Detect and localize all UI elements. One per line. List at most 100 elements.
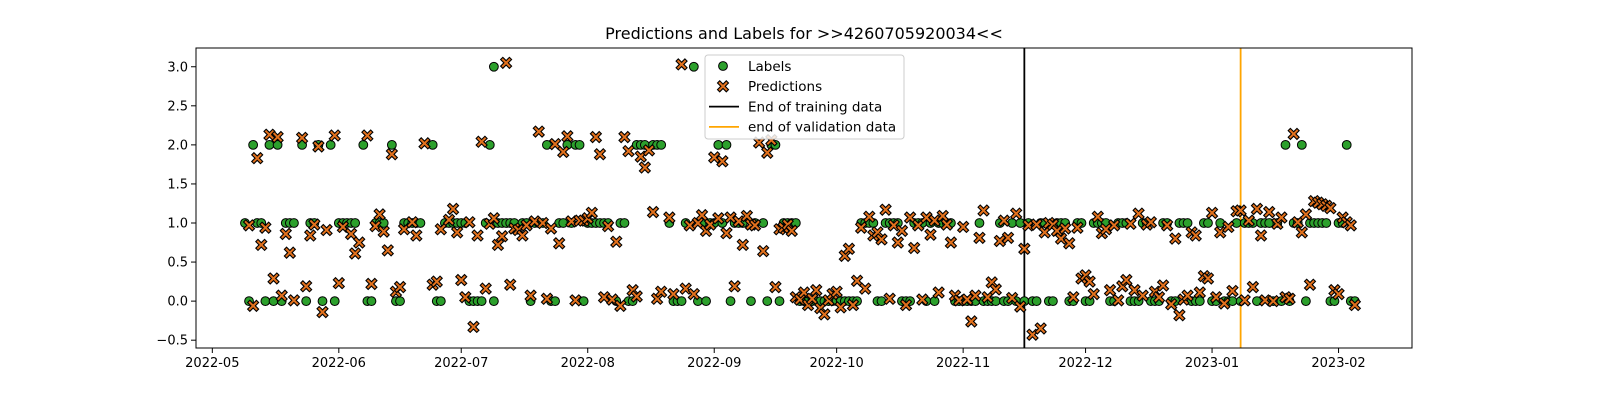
prediction-point-fill <box>260 222 271 233</box>
prediction-point-fill <box>1264 207 1274 217</box>
prediction-point-fill <box>897 226 907 236</box>
prediction-point-fill <box>476 137 487 147</box>
prediction-point-fill <box>1239 295 1250 306</box>
prediction-point-fill <box>505 280 515 290</box>
x-tick-label: 2022-10 <box>809 356 863 371</box>
prediction-point-fill <box>350 248 360 259</box>
label-point <box>1280 139 1291 150</box>
prediction-point-fill <box>1350 300 1360 310</box>
prediction-point-fill <box>354 237 364 248</box>
prediction-point-fill <box>1068 292 1079 302</box>
prediction-point-fill <box>664 212 675 223</box>
prediction-point-fill <box>631 291 642 302</box>
prediction-point-fill <box>1162 220 1172 231</box>
prediction-point-fill <box>713 213 724 224</box>
prediction-point-fill <box>587 208 597 218</box>
prediction-point-fill <box>913 220 923 231</box>
prediction-point-fill <box>807 294 817 304</box>
label-point <box>488 61 499 72</box>
prediction-point-fill <box>464 217 475 227</box>
prediction-point-fill <box>623 146 634 156</box>
prediction-point-fill <box>1064 238 1074 249</box>
prediction-point-fill <box>1035 323 1046 334</box>
prediction-point-fill <box>1093 212 1103 222</box>
prediction-point-fill <box>456 275 466 285</box>
legend-item-end-of-validation: end of validation data <box>709 120 896 136</box>
prediction-point-fill <box>770 282 781 292</box>
chart-title: Predictions and Labels for >>42607059200… <box>605 24 1003 43</box>
label-point <box>1252 296 1262 307</box>
y-tick-label: −0.5 <box>156 334 188 349</box>
prediction-point-fill <box>644 145 654 156</box>
plot-area <box>240 48 1362 348</box>
prediction-point-fill <box>856 222 866 233</box>
prediction-point-fill <box>419 138 430 149</box>
label-point <box>558 218 569 228</box>
prediction-point-fill <box>1113 295 1123 306</box>
prediction-point-fill <box>1227 286 1238 296</box>
prediction-point-fill <box>595 149 605 159</box>
prediction-point-fill <box>248 301 258 311</box>
x-tick-label: 2022-11 <box>936 356 990 371</box>
prediction-point-fill <box>562 131 573 141</box>
legend-item-predictions: Predictions <box>716 79 822 95</box>
label-point <box>1341 139 1352 150</box>
prediction-point-fill <box>974 233 985 243</box>
prediction-point-fill <box>521 220 532 231</box>
prediction-point-fill <box>281 229 291 239</box>
label-point <box>358 139 369 150</box>
prediction-point-fill <box>999 215 1009 226</box>
prediction-point-fill <box>338 222 348 232</box>
prediction-point-fill <box>721 228 732 238</box>
prediction-point-fill <box>991 284 1001 295</box>
prediction-point-fill <box>517 230 528 241</box>
prediction-point-fill <box>933 287 944 298</box>
prediction-point-fill <box>1325 203 1336 213</box>
label-point <box>289 218 299 228</box>
prediction-point-fill <box>611 237 622 247</box>
prediction-point-fill <box>1301 209 1311 220</box>
label-point <box>721 139 732 150</box>
prediction-point-fill <box>309 219 320 230</box>
prediction-point-fill <box>1256 230 1266 241</box>
label-point <box>1321 218 1332 228</box>
prediction-point-fill <box>693 218 703 228</box>
prediction-point-fill <box>954 295 964 306</box>
label-point <box>488 296 499 307</box>
prediction-point-fill <box>1268 296 1278 306</box>
x-tick-label: 2022-09 <box>687 356 741 371</box>
prediction-point-fill <box>640 162 650 173</box>
prediction-point-fill <box>844 244 854 254</box>
prediction-point-fill <box>285 247 295 258</box>
label-point <box>329 296 340 307</box>
prediction-point-fill <box>244 220 254 231</box>
y-tick-label: 2.5 <box>167 99 188 114</box>
prediction-point-fill <box>860 283 870 294</box>
label-point <box>366 296 377 307</box>
x-axis: 2022-05 2022-06 2022-07 2022-08 2022-09 2022-… <box>185 348 1366 371</box>
prediction-point-fill <box>750 220 760 231</box>
prediction-point-fill <box>925 230 936 240</box>
prediction-point-fill <box>799 287 809 298</box>
prediction-point-fill <box>607 294 617 305</box>
label-point <box>248 139 259 150</box>
label-point <box>676 296 687 307</box>
prediction-point-fill <box>876 234 887 245</box>
prediction-point-fill <box>1007 293 1017 303</box>
legend-item-labels: Labels <box>718 59 791 75</box>
prediction-point-fill <box>1023 220 1034 231</box>
prediction-point-fill <box>378 226 389 237</box>
prediction-point-fill <box>1027 330 1038 340</box>
prediction-point-fill <box>762 147 772 158</box>
label-point <box>746 296 756 307</box>
prediction-point-fill <box>301 281 311 291</box>
prediction-point-fill <box>1101 224 1111 234</box>
prediction-point-fill <box>362 130 373 141</box>
label-point <box>1203 218 1213 228</box>
label-point <box>1301 296 1311 307</box>
prediction-point-fill <box>1174 310 1185 320</box>
prediction-point-fill <box>811 285 821 295</box>
prediction-point-fill <box>852 276 862 286</box>
prediction-point-fill <box>1333 289 1344 299</box>
prediction-point-fill <box>268 273 279 284</box>
